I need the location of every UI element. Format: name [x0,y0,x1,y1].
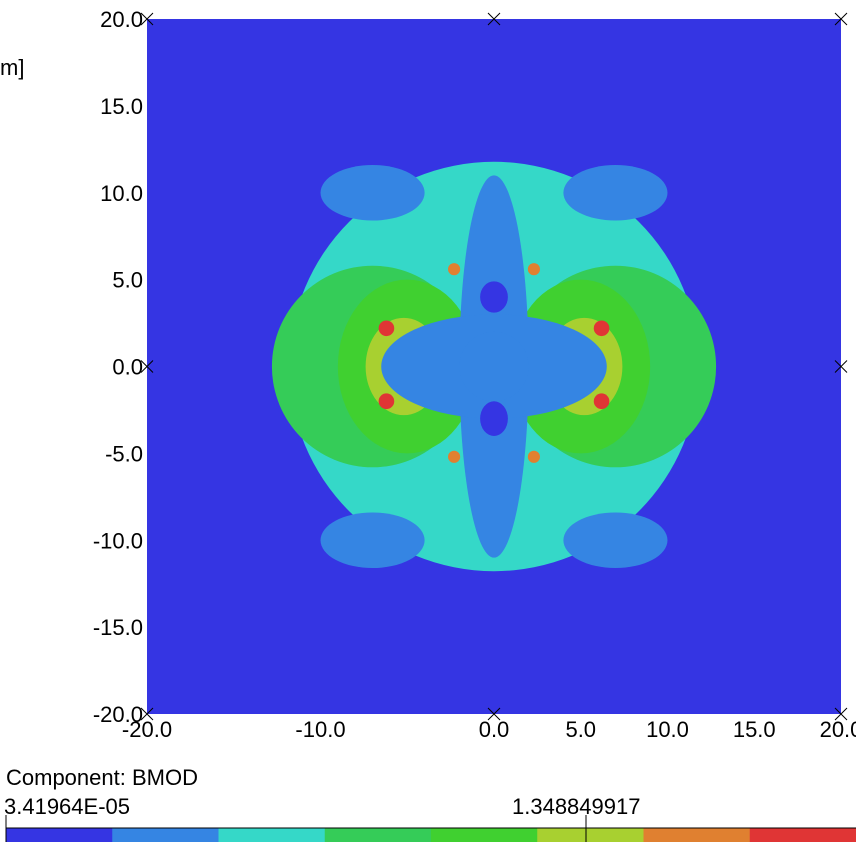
color-scale-min-label: 3.41964E-05 [4,794,130,819]
x-tick-label: -20.0 [122,717,172,742]
x-tick-label: 20.0 [820,717,856,742]
field-region-20 [448,263,461,276]
axis-marker [487,12,501,26]
y-axis-label: m] [0,55,24,80]
y-tick-label: 5.0 [112,268,143,293]
y-tick-label: 15.0 [100,94,143,119]
color-scale-segment [218,828,326,842]
axis-marker [140,707,154,721]
y-tick-label: -10.0 [93,528,143,553]
axis-marker [834,12,848,26]
y-tick-label: 20.0 [100,7,143,32]
axis-marker [140,360,154,373]
y-tick-label: 0.0 [112,355,143,380]
y-tick-label: -15.0 [93,615,143,640]
x-tick-label: 15.0 [733,717,776,742]
field-region-12 [320,512,425,569]
field-region-19 [593,393,610,410]
color-scale-segment [749,828,856,842]
color-scale-segment [324,828,432,842]
x-tick-label: 10.0 [646,717,689,742]
field-region-22 [448,450,461,463]
color-scale-segment [431,828,538,842]
field-region-9 [459,331,529,402]
field-region-11 [563,164,668,221]
color-scale-bar [5,815,856,842]
field-regions [271,161,717,572]
plot-area [147,19,841,714]
color-scale-mid-label: 1.348849917 [512,794,641,819]
color-scale-segment [6,828,113,842]
color-scale-segment [112,828,219,842]
field-region-23 [527,450,540,463]
axes: -20.0 -10.0 0.0 5.0 10.0 15.0 20.0 20.0 15.0 10.0… [5,7,856,842]
field-region-17 [593,320,610,337]
axis-marker [834,360,848,373]
x-tick-label: -10.0 [295,717,345,742]
axis-marker [140,12,154,26]
y-tick-label: 10.0 [100,181,143,206]
y-tick-label: -5.0 [105,441,143,466]
field-region-16 [378,320,395,337]
field-region-14 [480,281,508,313]
field-region-15 [480,401,508,436]
x-tick-label: 0.0 [479,717,510,742]
x-tick-label: 5.0 [565,717,596,742]
field-region-21 [527,263,540,276]
axis-marker [487,707,501,721]
color-scale-segment [643,828,751,842]
field-region-10 [320,164,425,221]
field-region-13 [563,512,668,569]
color-scale-segment [537,828,644,842]
axis-marker [834,707,848,721]
field-region-18 [378,393,395,410]
y-tick-label: -20.0 [93,702,143,727]
component-label: Component: BMOD [6,765,198,790]
